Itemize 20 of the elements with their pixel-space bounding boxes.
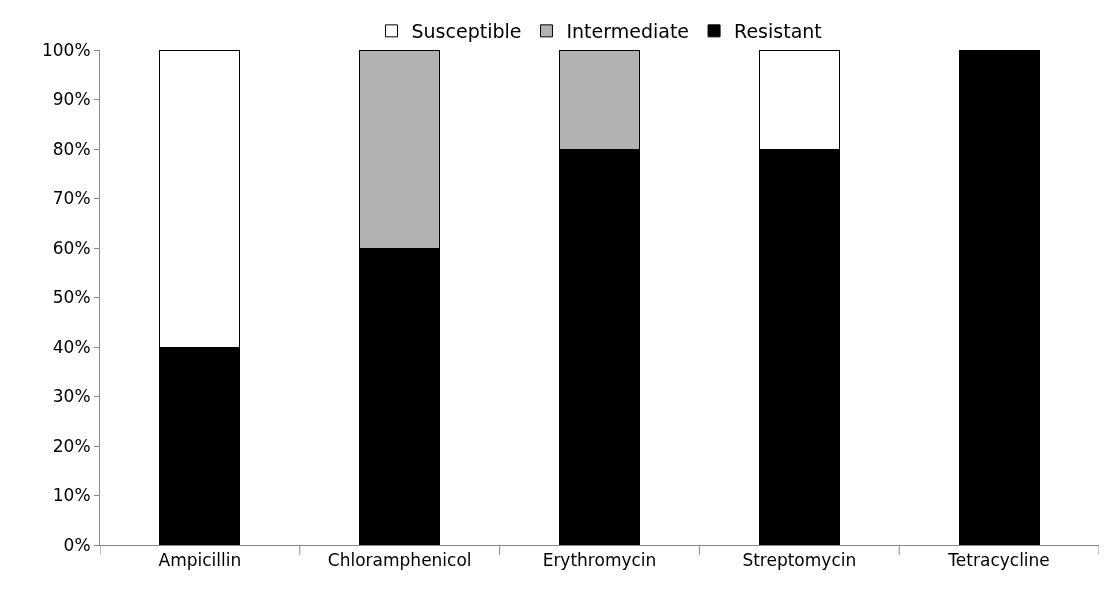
y-tick-label: 90% — [52, 89, 91, 110]
y-tick-label: 20% — [52, 435, 91, 456]
legend-label: Intermediate — [566, 20, 690, 43]
bar — [958, 50, 1040, 545]
y-tick-label: 10% — [52, 485, 91, 506]
legend-label: Susceptible — [411, 20, 522, 43]
y-tick-label: 60% — [52, 237, 91, 258]
y-tick-label: 40% — [52, 336, 91, 357]
legend-label: Resistant — [734, 20, 822, 43]
y-tick-label: 70% — [52, 188, 91, 209]
y-tick-label: 80% — [52, 138, 91, 159]
x-tick-label: Ampicillin — [158, 550, 242, 571]
x-tick-label: Streptomycin — [742, 550, 857, 571]
y-tick-label: 30% — [52, 386, 91, 407]
x-tick-label: Chloramphenicol — [327, 550, 472, 571]
y-tick-label: 100% — [41, 39, 91, 60]
y-tick-label: 50% — [52, 287, 91, 308]
x-tick-label: Erythromycin — [542, 550, 657, 571]
x-tick-label: Tetracycline — [947, 550, 1050, 571]
y-tick-label: 0% — [63, 534, 91, 555]
